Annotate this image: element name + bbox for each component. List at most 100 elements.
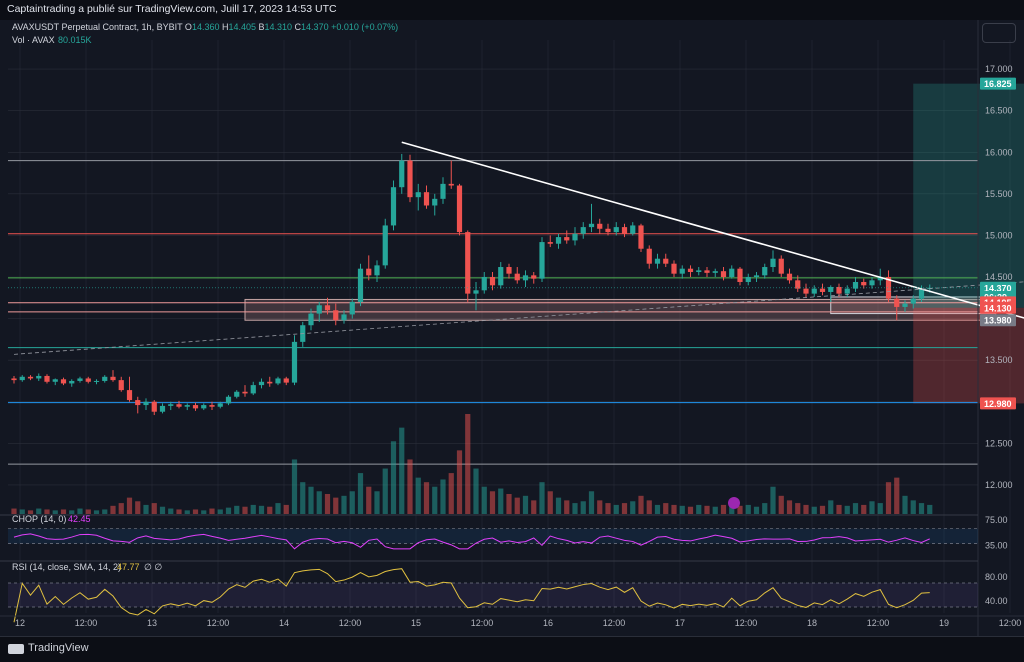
volume-bar [423, 482, 430, 514]
candle [745, 277, 751, 282]
volume-bar [407, 459, 413, 514]
candle [36, 375, 42, 379]
volume-bar [473, 468, 479, 514]
volume-bar [432, 486, 438, 514]
volume-bar [762, 503, 768, 514]
candle [638, 225, 644, 249]
candle [704, 270, 710, 273]
time-tick-label: 17 [675, 618, 685, 628]
volume-bar [333, 497, 339, 514]
volume-bar [836, 504, 842, 514]
volume-bar [852, 503, 859, 514]
candle [69, 380, 75, 384]
candle [465, 232, 471, 294]
time-tick-label: 12:00 [999, 618, 1022, 628]
chop-tick-label: 75.00 [985, 515, 1008, 525]
volume-bar [415, 477, 421, 514]
volume-bar [712, 506, 718, 514]
candle [242, 391, 248, 394]
volume-bar [324, 494, 331, 514]
volume-bar [720, 504, 727, 514]
volume-bar [745, 504, 751, 514]
time-tick-label: 12:00 [471, 618, 494, 628]
candle [258, 381, 265, 386]
tradingview-logo-icon [8, 644, 24, 654]
candle [168, 404, 174, 406]
volume-bar [19, 509, 25, 514]
candle [836, 286, 842, 294]
volume-bar [786, 500, 793, 514]
settings-button[interactable] [982, 23, 1016, 43]
volume-bar [795, 503, 801, 514]
candle [498, 267, 504, 286]
candle [522, 275, 529, 281]
chop-value: 42.45 [68, 514, 91, 524]
volume-bar [844, 505, 850, 514]
publisher-text: Captaintrading a publié sur TradingView.… [7, 3, 337, 15]
candle [234, 391, 240, 397]
volume-bar [753, 506, 760, 514]
volume-bar [547, 491, 553, 514]
price-label-text: 14.370 [984, 283, 1012, 293]
candle [27, 376, 34, 379]
candle [448, 183, 454, 186]
legend-part: 14.405 [228, 22, 258, 32]
volume-bar [52, 510, 58, 514]
time-tick-label: 12:00 [735, 618, 758, 628]
candle [176, 404, 182, 407]
price-tick-label: 15.500 [985, 189, 1013, 199]
volume-bar [316, 491, 322, 514]
candle [605, 228, 611, 233]
candle [225, 396, 232, 404]
rsi-extra: ∅ ∅ [144, 562, 162, 572]
candle [572, 233, 578, 241]
candle [613, 227, 619, 233]
time-tick-label: 12:00 [867, 618, 890, 628]
candle [753, 275, 760, 277]
candle [440, 183, 446, 199]
volume-bar [192, 509, 199, 514]
volume-bar [102, 509, 108, 514]
take-profit-zone [913, 83, 1024, 308]
volume-bar [440, 479, 446, 514]
volume-bar [918, 503, 925, 514]
volume-bar [456, 450, 463, 514]
candle [844, 288, 850, 294]
volume-bar [184, 510, 190, 514]
candle [869, 280, 875, 286]
time-tick-label: 14 [279, 618, 289, 628]
candle [85, 378, 91, 382]
candle [11, 378, 17, 381]
candle [209, 405, 215, 407]
volume-bar [390, 441, 397, 514]
candle [456, 185, 463, 233]
chop-tick-label: 35.00 [985, 541, 1008, 551]
rsi-tick-label: 80.00 [985, 572, 1008, 582]
volume-bar [374, 491, 380, 514]
candle [819, 288, 826, 292]
price-label-tag [980, 301, 1016, 314]
candle [267, 381, 273, 384]
volume-bar [209, 508, 215, 514]
footer-brand: TradingView [28, 642, 89, 654]
time-tick-label: 12:00 [207, 618, 230, 628]
candle [795, 280, 801, 289]
candle [828, 286, 834, 292]
candle [539, 242, 545, 279]
candle [894, 298, 900, 307]
candle [19, 376, 25, 381]
price-label-tag [980, 397, 1016, 410]
candle [184, 405, 190, 407]
candle [720, 271, 727, 277]
candle [737, 268, 743, 282]
volume-bar [234, 505, 240, 514]
price-chart[interactable]: 17.00016.50016.00015.50015.00014.50014.0… [0, 20, 1024, 636]
candle [555, 237, 562, 244]
candle [687, 268, 694, 273]
time-tick-label: 13 [147, 618, 157, 628]
candle [729, 268, 735, 277]
volume-bar [564, 500, 570, 514]
lightning-icon [728, 497, 740, 509]
volume-bar [85, 509, 91, 514]
candle [291, 341, 298, 383]
